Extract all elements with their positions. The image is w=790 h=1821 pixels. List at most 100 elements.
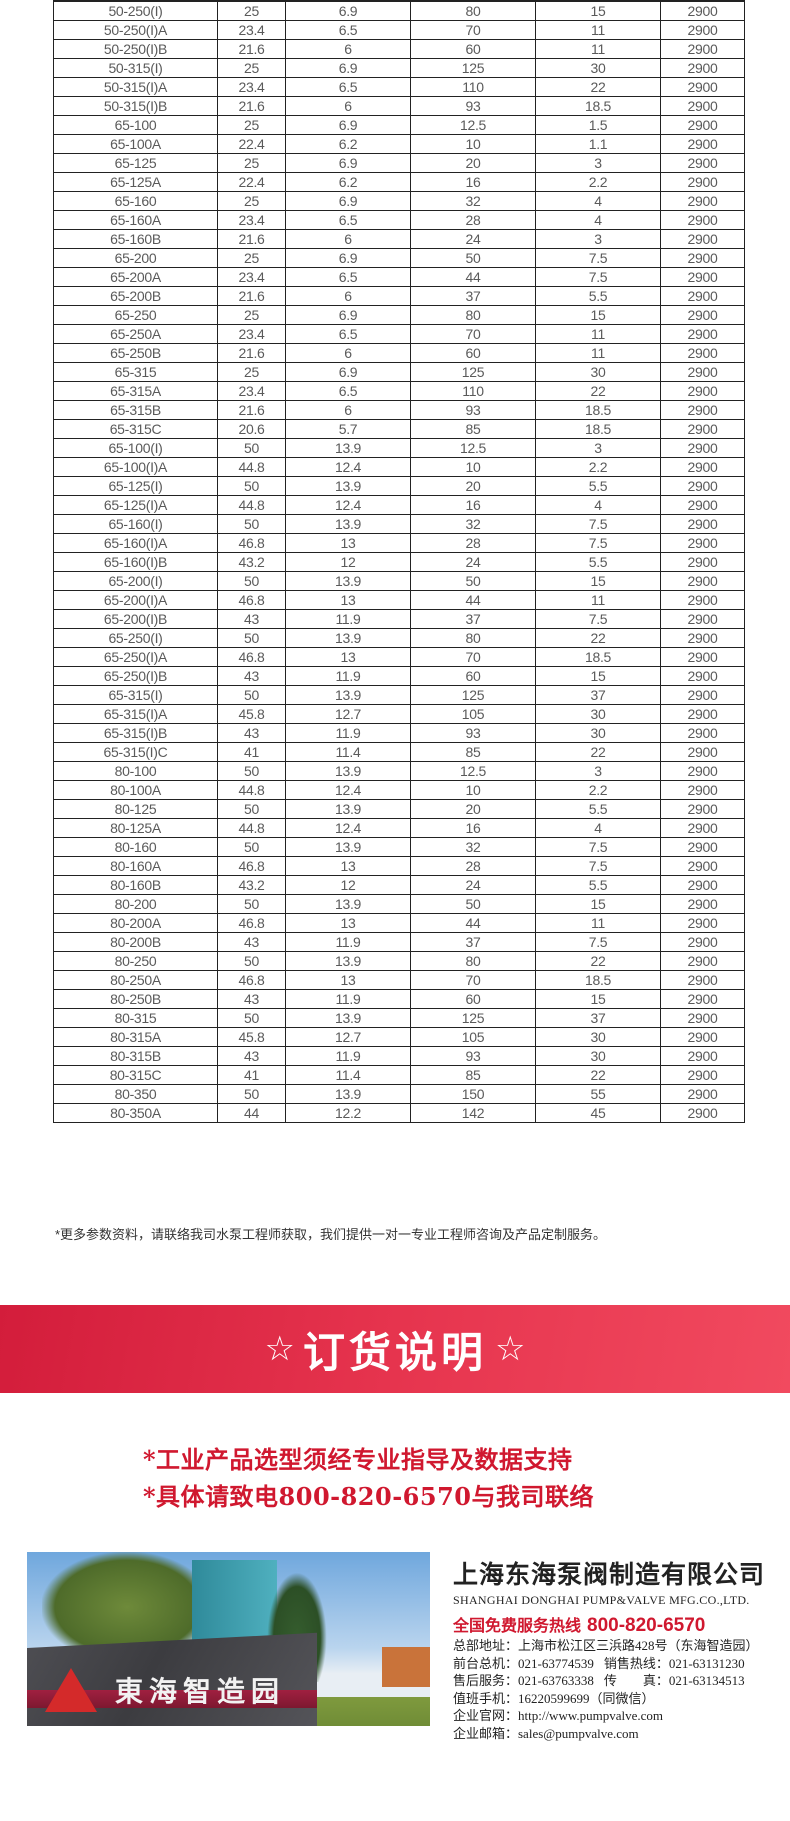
cell-flow: 50 (217, 1084, 286, 1104)
phone-line: 前台总机：021-63774539 销售热线：021-63131230 (453, 1655, 765, 1673)
cell-power: 1.5 (535, 115, 661, 135)
cell-power: 30 (535, 362, 661, 382)
cell-flow-rate: 5.7 (285, 419, 411, 439)
cell-flow-rate: 6.2 (285, 134, 411, 154)
cell-power: 7.5 (535, 856, 661, 876)
cell-flow: 50 (217, 761, 286, 781)
cell-speed: 2900 (660, 1103, 745, 1123)
cell-head: 44 (410, 267, 536, 287)
cell-power: 18.5 (535, 400, 661, 420)
cell-model: 65-315 (53, 362, 218, 382)
cell-flow-rate: 12 (285, 552, 411, 572)
cell-model: 80-250 (53, 951, 218, 971)
email-link[interactable]: 企业邮箱：sales@pumpvalve.com (453, 1725, 639, 1741)
cell-head: 24 (410, 552, 536, 572)
cell-model: 65-250B (53, 343, 218, 363)
cell-head: 20 (410, 799, 536, 819)
table-row: 65-160B 21.6 6 24 3 2900 (53, 229, 745, 249)
cell-model: 65-125 (53, 153, 218, 173)
cell-head: 12.5 (410, 115, 536, 135)
cell-power: 5.5 (535, 799, 661, 819)
table-row: 80-250B 43 11.9 60 15 2900 (53, 989, 745, 1009)
cell-flow-rate: 6 (285, 286, 411, 306)
cell-power: 7.5 (535, 837, 661, 857)
cell-head: 70 (410, 970, 536, 990)
cell-model: 80-350A (53, 1103, 218, 1123)
cell-flow: 43 (217, 932, 286, 952)
cell-model: 65-200 (53, 248, 218, 268)
cell-flow: 45.8 (217, 1027, 286, 1047)
cell-head: 20 (410, 476, 536, 496)
cell-flow-rate: 11.9 (285, 932, 411, 952)
cell-flow: 43.2 (217, 552, 286, 572)
table-row: 80-315 50 13.9 125 37 2900 (53, 1008, 745, 1028)
cell-flow-rate: 13 (285, 590, 411, 610)
cell-speed: 2900 (660, 552, 745, 572)
cell-power: 5.5 (535, 552, 661, 572)
factory-photo: 東海智造园 (27, 1552, 430, 1726)
cell-power: 15 (535, 571, 661, 591)
cell-flow-rate: 13.9 (285, 799, 411, 819)
cell-head: 44 (410, 590, 536, 610)
cell-power: 55 (535, 1084, 661, 1104)
cell-head: 110 (410, 77, 536, 97)
cell-flow: 50 (217, 514, 286, 534)
cell-flow: 22.4 (217, 134, 286, 154)
cell-flow-rate: 13 (285, 970, 411, 990)
cell-power: 30 (535, 723, 661, 743)
cell-head: 28 (410, 856, 536, 876)
table-row: 65-160(I)A 46.8 13 28 7.5 2900 (53, 533, 745, 553)
cell-speed: 2900 (660, 818, 745, 838)
table-row: 65-250(I)A 46.8 13 70 18.5 2900 (53, 647, 745, 667)
cell-speed: 2900 (660, 761, 745, 781)
table-row: 80-200B 43 11.9 37 7.5 2900 (53, 932, 745, 952)
cell-head: 125 (410, 58, 536, 78)
cell-speed: 2900 (660, 875, 745, 895)
table-row: 65-200(I)B 43 11.9 37 7.5 2900 (53, 609, 745, 629)
cell-speed: 2900 (660, 932, 745, 952)
cell-power: 11 (535, 20, 661, 40)
cell-flow-rate: 13.9 (285, 514, 411, 534)
cell-flow-rate: 6.9 (285, 0, 411, 21)
table-row: 80-350 50 13.9 150 55 2900 (53, 1084, 745, 1104)
cell-power: 45 (535, 1103, 661, 1123)
cell-head: 28 (410, 210, 536, 230)
company-name-cn: 上海东海泵阀制造有限公司 (453, 1560, 766, 1589)
order-note-line: *工业产品选型须经专业指导及数据支持 (143, 1445, 573, 1474)
table-row: 65-315C 20.6 5.7 85 18.5 2900 (53, 419, 745, 439)
table-row: 80-160 50 13.9 32 7.5 2900 (53, 837, 745, 857)
table-row: 65-125 25 6.9 20 3 2900 (53, 153, 745, 173)
company-name-en: SHANGHAI DONGHAI PUMP&VALVE MFG.CO.,LTD. (453, 1593, 750, 1607)
cell-speed: 2900 (660, 1084, 745, 1104)
cell-head: 125 (410, 362, 536, 382)
cell-speed: 2900 (660, 438, 745, 458)
cell-speed: 2900 (660, 210, 745, 230)
cell-flow: 44.8 (217, 457, 286, 477)
table-row: 65-125A 22.4 6.2 16 2.2 2900 (53, 172, 745, 192)
hotline-number[interactable]: 800-820-6570 (587, 1615, 706, 1636)
cell-flow: 50 (217, 799, 286, 819)
cell-speed: 2900 (660, 837, 745, 857)
cell-flow-rate: 6.9 (285, 362, 411, 382)
cell-flow: 25 (217, 58, 286, 78)
cell-power: 15 (535, 0, 661, 21)
cell-power: 7.5 (535, 609, 661, 629)
cell-model: 65-200A (53, 267, 218, 287)
cell-power: 1.1 (535, 134, 661, 154)
cell-model: 80-315C (53, 1065, 218, 1085)
cell-power: 30 (535, 1046, 661, 1066)
cell-flow-rate: 6.5 (285, 381, 411, 401)
cell-speed: 2900 (660, 609, 745, 629)
sign-text: 東海智造园 (115, 1675, 286, 1708)
cell-flow: 50 (217, 476, 286, 496)
cell-flow-rate: 13 (285, 533, 411, 553)
website-link[interactable]: 企业官网：http://www.pumpvalve.com (453, 1708, 664, 1723)
cell-flow: 20.6 (217, 419, 286, 439)
cell-head: 50 (410, 248, 536, 268)
cell-flow-rate: 11.9 (285, 989, 411, 1009)
cell-flow-rate: 6.9 (285, 191, 411, 211)
table-row: 65-250B 21.6 6 60 11 2900 (53, 343, 745, 363)
table-row: 80-200A 46.8 13 44 11 2900 (53, 913, 745, 933)
cell-flow-rate: 6.5 (285, 77, 411, 97)
cell-flow: 23.4 (217, 267, 286, 287)
